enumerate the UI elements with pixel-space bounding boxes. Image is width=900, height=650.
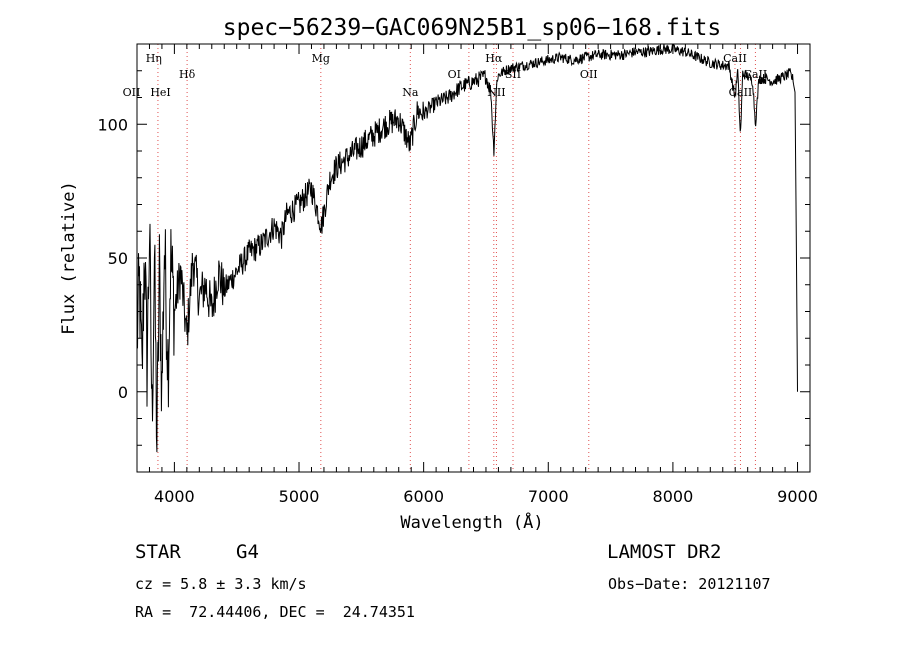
spectrum-line [136,43,798,453]
x-axis: 4000 5000 6000 7000 8000 9000 [148,44,818,506]
marker-label-7: Hα [485,52,503,65]
marker-label-10: OII [580,68,598,81]
y-axis: 0 50 100 [97,43,810,473]
x-axis-label: Wavelength (Å) [400,511,543,533]
marker-label-0: Hη [146,52,162,65]
x-tick-label: 8000 [653,487,694,506]
marker-label-5: Na [402,86,419,99]
object-type-label: STAR [135,541,181,563]
y-tick-label: 50 [108,249,128,268]
marker-label-1: Hδ [179,68,196,81]
marker-label-11: CaII [723,52,747,65]
y-tick-label: 100 [97,115,128,134]
chart-title: spec−56239−GAC069N25B1_sp06−168.fits [223,15,722,41]
marker-label-3: HeI [150,86,170,99]
obs-date-text: Obs−Date: 20121107 [608,575,771,593]
plot-frame [136,43,811,473]
spectral-subclass-label: G4 [236,541,259,563]
y-tick-label: 0 [118,383,128,402]
marker-label-4: Mg [312,52,330,65]
redshift-text: cz = 5.8 ± 3.3 km/s [135,575,307,593]
coordinates-text: RA = 72.44406, DEC = 24.74351 [135,603,415,621]
x-tick-label: 7000 [528,487,569,506]
marker-label-2: OII [123,86,141,99]
x-tick-label: 9000 [777,487,818,506]
x-tick-label: 6000 [403,487,444,506]
survey-label: LAMOST DR2 [607,541,722,563]
y-axis-label: Flux (relative) [59,181,79,335]
x-tick-label: 5000 [279,487,320,506]
marker-label-6: OI [448,68,461,81]
spectrum-series [136,43,798,453]
x-tick-label: 4000 [154,487,195,506]
